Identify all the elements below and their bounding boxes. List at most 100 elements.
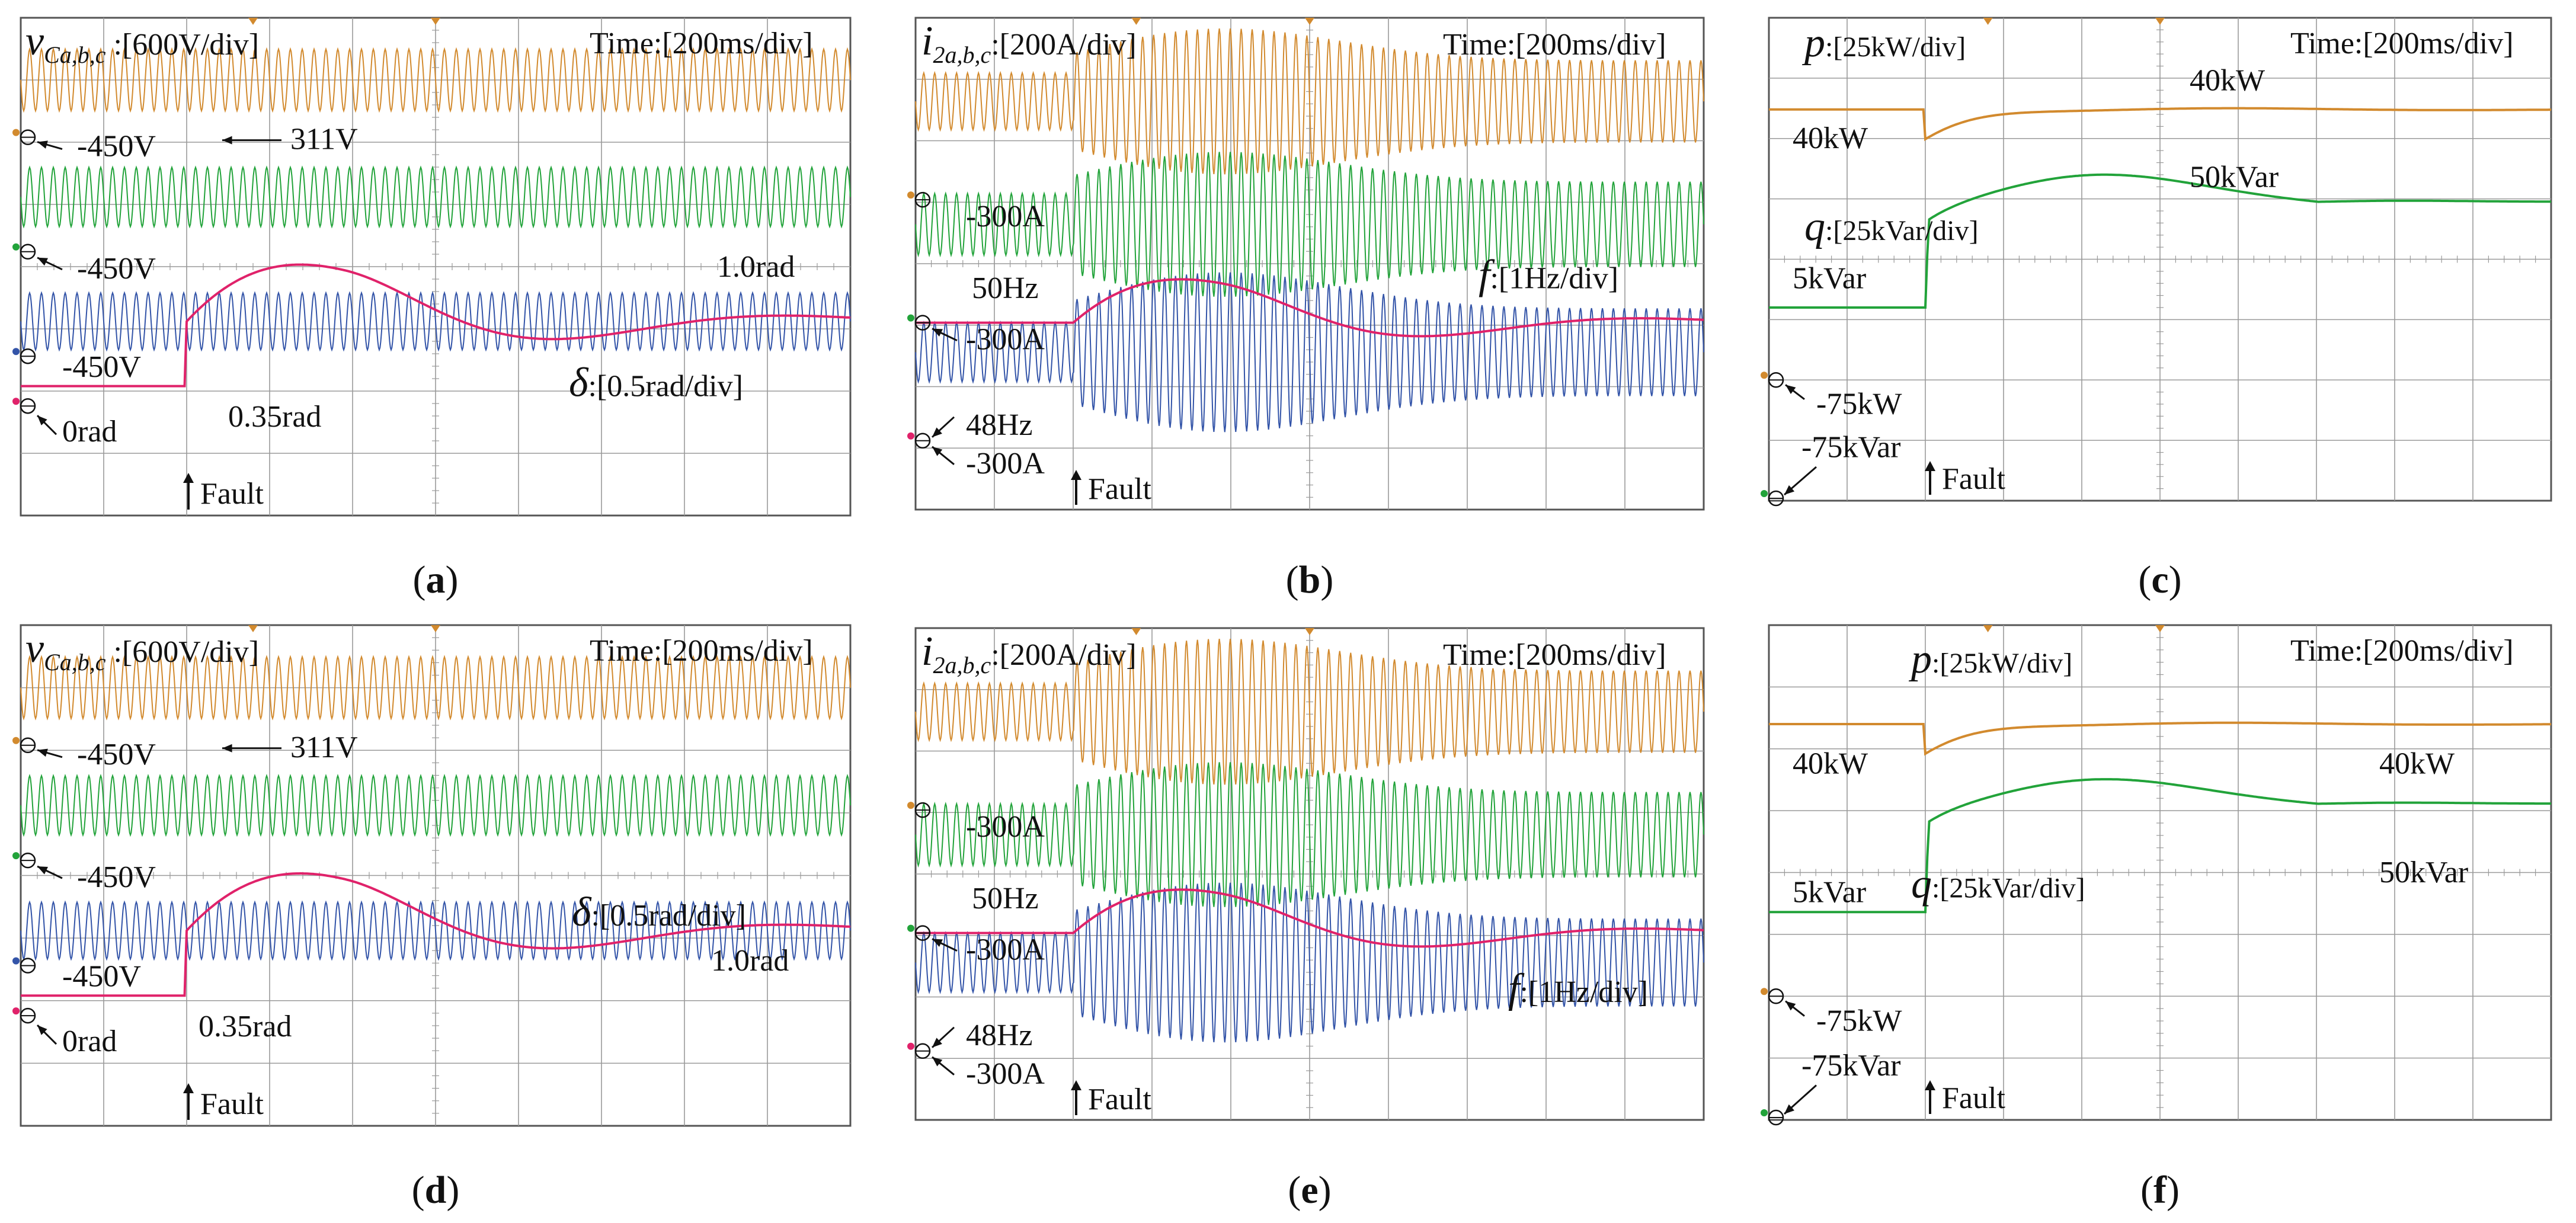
trace-delta: [21, 872, 851, 997]
fault-arrow-head: [1925, 1080, 1935, 1090]
caption-paren: (: [413, 558, 426, 601]
caption-paren: (: [2138, 558, 2151, 601]
caption-letter: f: [2153, 1168, 2167, 1212]
trigger-marker: [1983, 625, 1993, 632]
var-q: q: [1804, 204, 1825, 249]
fault-arrow-head: [1071, 470, 1081, 480]
annotation-50kVar: 50kVar: [2379, 856, 2468, 889]
trace-vCa: [20, 47, 851, 113]
var-scale: :[200A/div]: [991, 28, 1137, 62]
var-delta: δ: [569, 360, 589, 405]
offset-label: 0rad: [62, 1024, 117, 1058]
trigger-marker: [2155, 625, 2165, 632]
var-scale: :[0.5rad/div]: [588, 369, 743, 403]
offset-label: -300A: [966, 810, 1045, 844]
trace-delta: [21, 263, 851, 388]
annotation-40kW: 40kW: [2379, 747, 2455, 781]
trigger-marker: [248, 18, 258, 25]
fault-label: Fault: [1088, 1083, 1151, 1116]
var-scale: :[0.5rad/div]: [591, 899, 746, 933]
channel-badge: [1761, 988, 1768, 995]
trace-f: [916, 278, 1704, 338]
fault-label: Fault: [200, 477, 264, 511]
arrow-head: [1785, 385, 1796, 395]
fault-label: Fault: [1942, 1081, 2005, 1115]
caption-1: (b): [1286, 558, 1334, 601]
time-scale: Time:[200ms/div]: [590, 634, 813, 668]
fault-arrow-head: [1925, 461, 1935, 471]
caption-paren: ): [2169, 558, 2182, 601]
trace-vCa: [20, 655, 851, 721]
var-scale: :[600V/div]: [106, 635, 260, 669]
annotation-035rad: 0.35rad: [199, 1010, 292, 1043]
p-label: p:[25kW/div]: [1801, 20, 1966, 66]
arrow-head: [932, 446, 943, 456]
fault-arrow-head: [183, 473, 194, 483]
caption-paren: ): [1319, 1168, 1332, 1212]
offset-label: -75kW: [1816, 387, 1902, 421]
trigger-marker: [248, 625, 258, 632]
offset-label: -75kVar: [1801, 1049, 1901, 1083]
offset-label: -75kVar: [1801, 431, 1901, 465]
var-scale: :[25kW/div]: [1932, 648, 2072, 679]
var-sub: 2a,b,c: [933, 652, 991, 678]
channel-badge: [12, 852, 20, 860]
var-delta: δ: [572, 889, 592, 935]
offset-label: 0rad: [62, 415, 117, 449]
freq-label: f:[1Hz/div]: [1479, 252, 1618, 298]
q-label: q:[25kVar/div]: [1804, 204, 1979, 249]
caption-paren: ): [446, 1168, 459, 1212]
offset-label: -450V: [62, 350, 141, 384]
panel-d: vCa,b,c :[600V/div] Time:[200ms/div] -450V…: [12, 624, 852, 1127]
trace-i2a: [915, 28, 1704, 175]
panel-b: i2a,b,c:[200A/div] Time:[200ms/div] -300A -…: [907, 17, 1705, 511]
delta-label: δ:[0.5rad/div]: [569, 360, 743, 405]
trigger-marker: [2155, 18, 2165, 25]
channel-title: vCa,b,c :[600V/div]: [25, 626, 259, 675]
trigger-marker: [431, 625, 440, 632]
var-scale: :[25kVar/div]: [1825, 215, 1979, 246]
channel-badge: [1761, 490, 1768, 497]
offset-label: -300A: [966, 200, 1045, 233]
caption-paren: (: [1286, 558, 1299, 601]
channel-badge: [12, 398, 20, 405]
var-scale: :[600V/div]: [106, 28, 260, 62]
channel-badge: [907, 802, 914, 809]
trigger-marker: [1305, 18, 1314, 25]
var-v: v: [25, 626, 44, 671]
var-scale: :[25kVar/div]: [1932, 872, 2085, 904]
arrow-head: [932, 1038, 942, 1048]
offset-label: -450V: [62, 960, 141, 994]
offset-label: -450V: [77, 130, 156, 164]
annotation-40kW: 40kW: [1793, 747, 1868, 781]
caption-0: (a): [413, 558, 459, 601]
caption-letter: e: [1301, 1168, 1318, 1212]
arrow-head: [932, 328, 943, 337]
trace-vCc: [20, 900, 851, 961]
offset-label: -300A: [966, 323, 1045, 357]
time-scale: Time:[200ms/div]: [1443, 638, 1666, 672]
panel-f: p:[25kW/div] q:[25kVar/div] Time:[200ms/di…: [1761, 624, 2552, 1126]
trace-f: [916, 888, 1704, 948]
trigger-marker: [1983, 18, 1993, 25]
caption-paren: ): [1320, 558, 1333, 601]
fault-arrow-head: [1071, 1080, 1081, 1090]
annotation-1rad: 1.0rad: [717, 250, 795, 284]
time-scale: Time:[200ms/div]: [1443, 28, 1666, 62]
var-p: p: [1801, 20, 1825, 66]
arrow-head: [932, 1056, 943, 1067]
panels: vCa,b,c :[600V/div] Time:[200ms/div] -450V…: [12, 17, 2552, 1212]
panel-a: vCa,b,c :[600V/div] Time:[200ms/div] -450V…: [12, 17, 852, 517]
var-q: q: [1911, 861, 1932, 907]
var-scale: :[1Hz/div]: [1490, 262, 1618, 296]
channel-badge: [1761, 372, 1768, 379]
arrow-head: [1784, 485, 1795, 495]
channel-badge: [12, 243, 20, 251]
annotation-50kVar: 50kVar: [2190, 160, 2279, 194]
panel-e: i2a,b,c:[200A/div] Time:[200ms/div] -300A -…: [907, 627, 1705, 1121]
trace-vCc: [20, 291, 851, 352]
annotation-50Hz: 50Hz: [972, 271, 1039, 305]
fault-label: Fault: [1088, 472, 1151, 506]
trace-p: [1769, 721, 2551, 756]
